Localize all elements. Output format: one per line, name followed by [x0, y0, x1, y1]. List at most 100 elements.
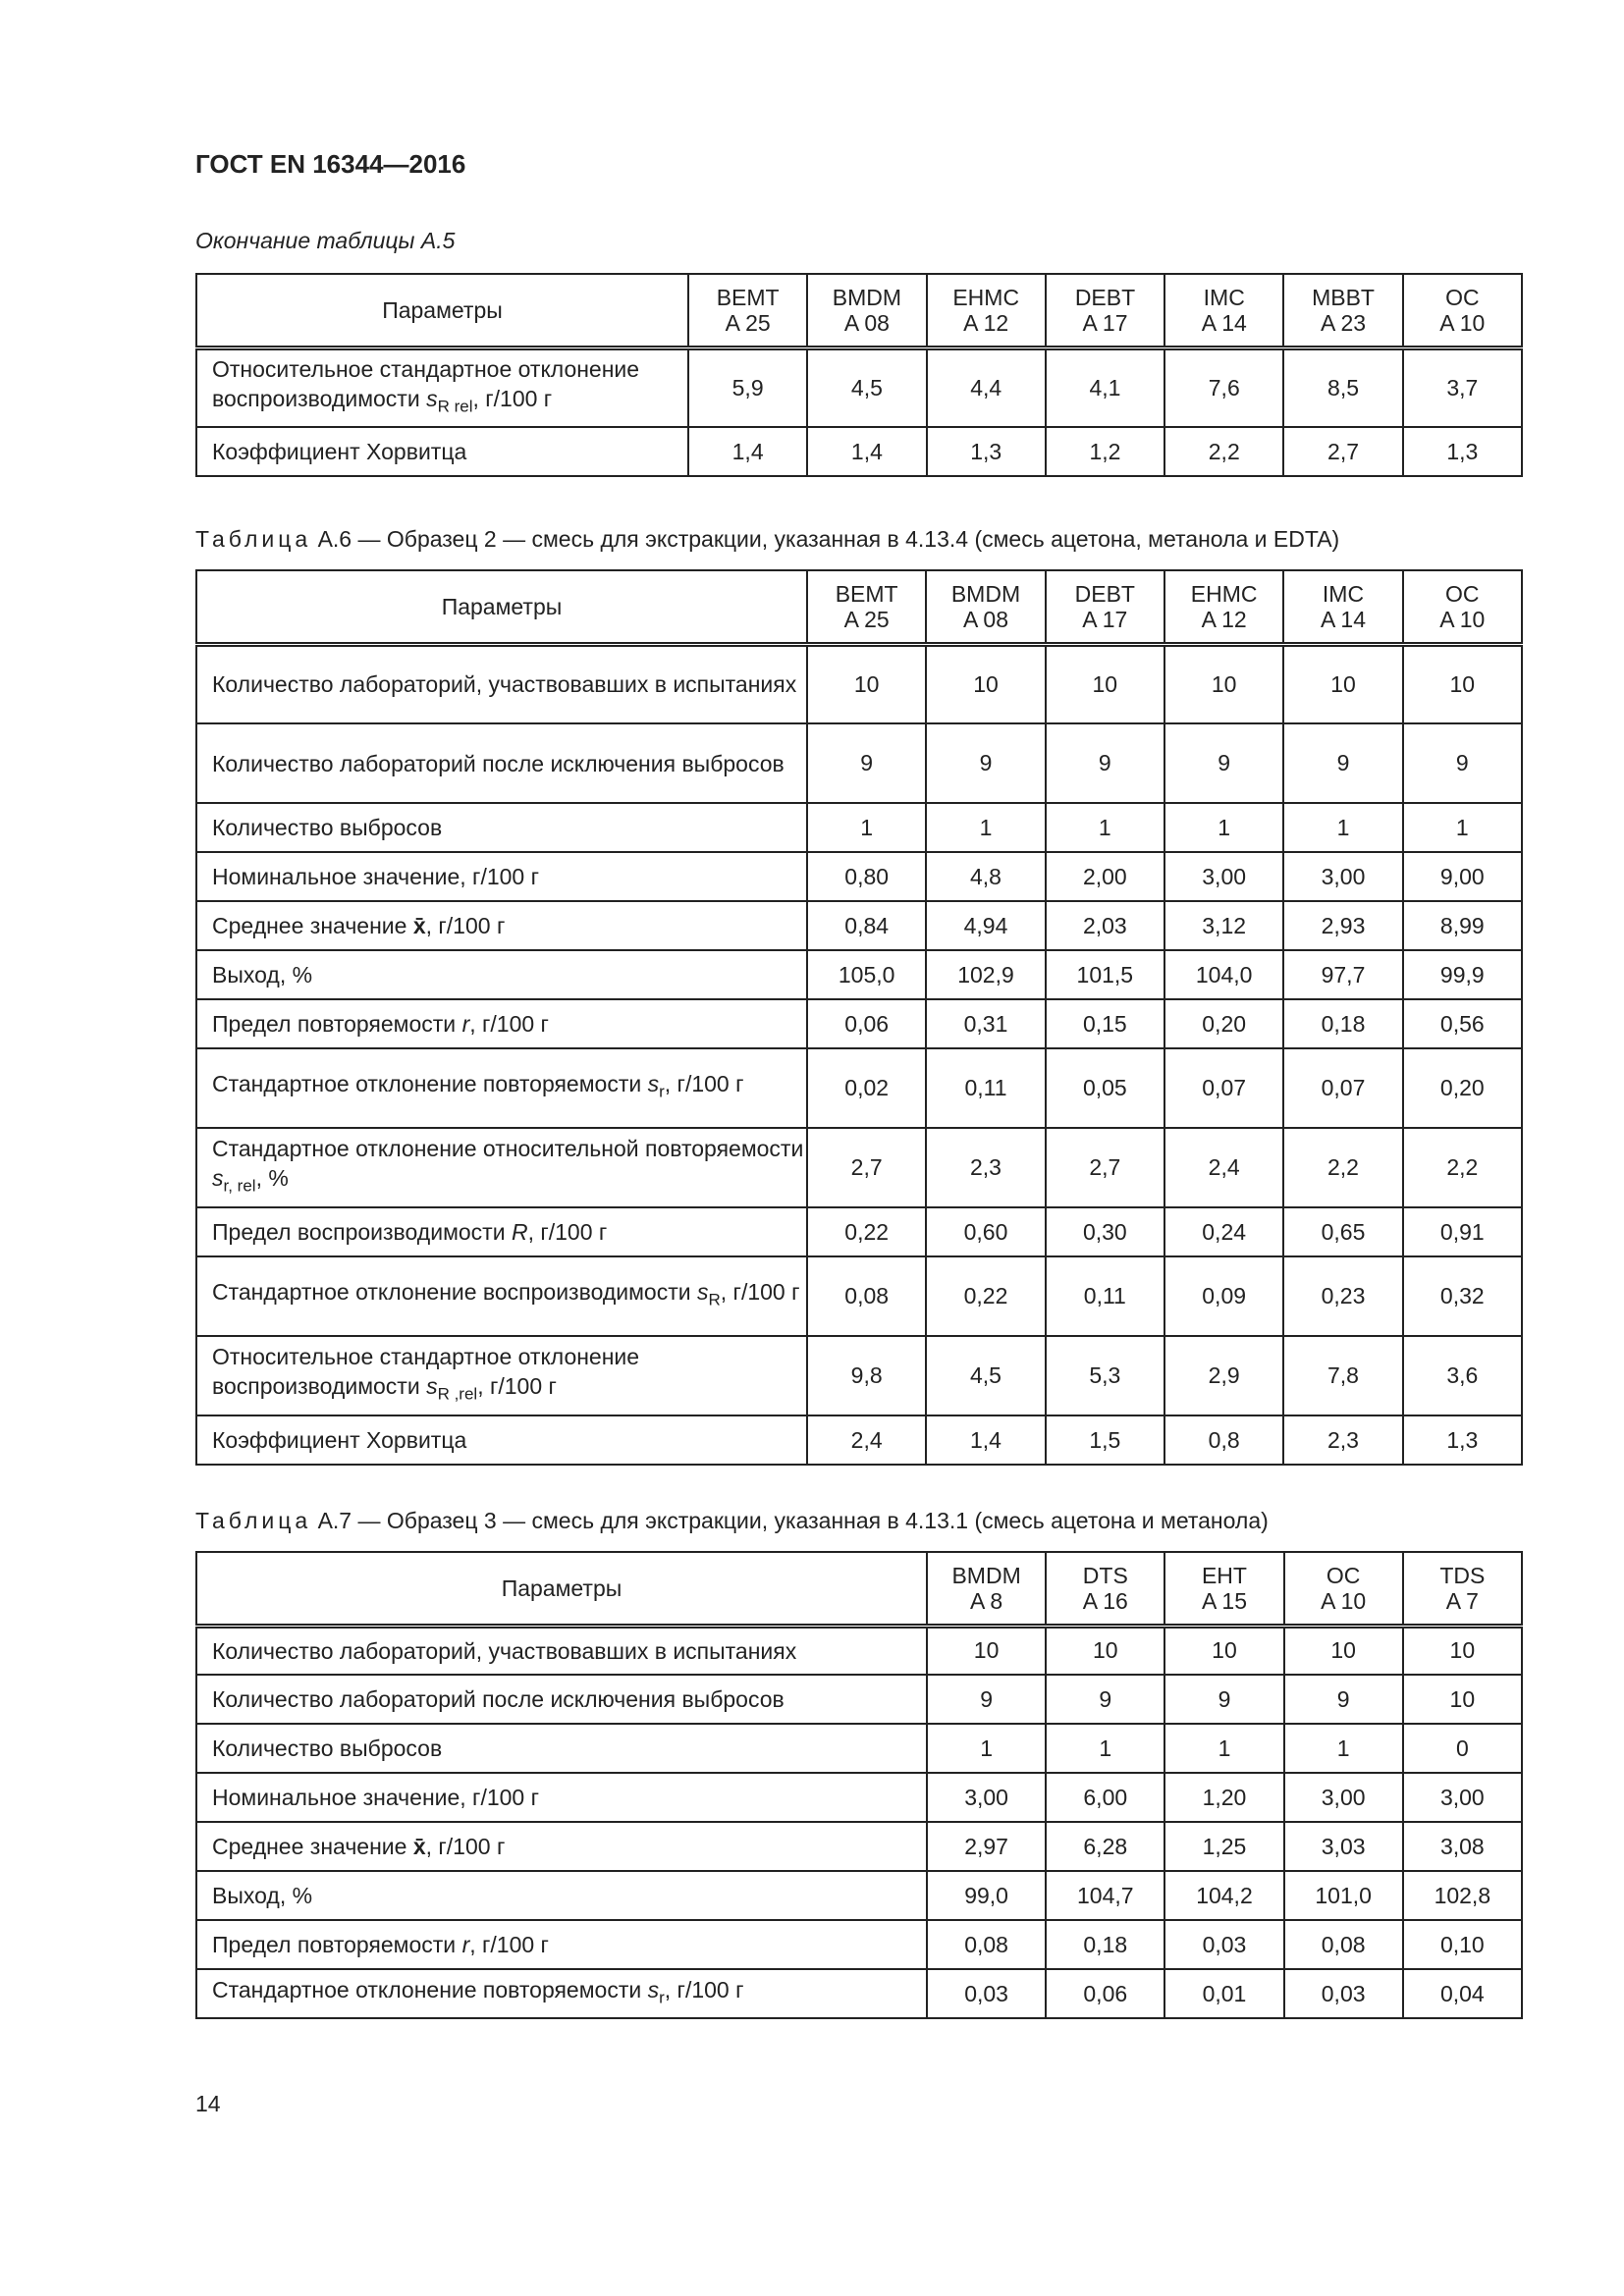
value-cell: 2,93 [1282, 900, 1404, 951]
column-header-line: A 23 [1321, 309, 1367, 336]
column-header-line: DTS [1082, 1562, 1128, 1588]
column-header-line: TDS [1439, 1562, 1486, 1588]
value-cell: 4,94 [925, 900, 1047, 951]
table-row: Предел воспроизводимости R, г/100 г 0,22 0… [195, 1206, 1523, 1257]
label-text: Коэффициент Хорвитца [212, 1427, 467, 1453]
column-header-line: A 25 [843, 606, 890, 632]
value-cell: 2,9 [1163, 1335, 1285, 1416]
column-header: DTS A 16 [1045, 1551, 1166, 1629]
value-cell: 6,00 [1045, 1772, 1166, 1823]
label-text: Предел повторяемости [212, 1932, 462, 1957]
value-cell: 1,3 [1401, 1415, 1523, 1466]
row-label: Предел воспроизводимости R, г/100 г [195, 1206, 808, 1257]
value-cell: 1,4 [806, 426, 928, 477]
column-header-line: A 15 [1201, 1587, 1247, 1614]
value-cell: 101,0 [1282, 1870, 1404, 1921]
column-header-line: BMDM [951, 1562, 1021, 1588]
value-cell: 105,0 [805, 949, 928, 1000]
column-header-line: A 17 [1082, 309, 1128, 336]
value-cell: 6,28 [1045, 1821, 1166, 1872]
symbol-subscript: R [708, 1290, 721, 1309]
column-header-line: IMC [1322, 580, 1365, 607]
value-cell: 4,5 [925, 1335, 1047, 1416]
value-cell: 2,03 [1044, 900, 1165, 951]
value-cell: 3,08 [1401, 1821, 1523, 1872]
value-cell: 7,8 [1282, 1335, 1404, 1416]
table-a7: Параметры BMDM A 8 DTS A 16 EHT A 15 OC A 10 TDS A… [195, 1551, 1523, 2019]
value-cell: 0,08 [805, 1255, 928, 1337]
value-cell: 0,56 [1401, 998, 1523, 1049]
column-header-line: A 14 [1201, 309, 1247, 336]
column-header-line: BEMT [835, 580, 898, 607]
value-cell: 2,4 [805, 1415, 928, 1466]
value-cell: 0,18 [1045, 1919, 1166, 1970]
row-label: Предел повторяемости r, г/100 г [195, 998, 808, 1049]
column-header-line: BEMT [716, 284, 780, 310]
column-header: EHT A 15 [1164, 1551, 1285, 1629]
caption-text: А.7 — Образец 3 — смесь для экстракции, … [311, 1508, 1269, 1533]
column-header-line: A 8 [969, 1587, 1003, 1614]
value-cell: 10 [925, 1625, 1048, 1676]
table-row: Номинальное значение, г/100 г 0,80 4,8 2,00… [195, 851, 1523, 902]
label-text: Количество лабораторий после исключения … [212, 1686, 785, 1712]
column-header-line: OC [1445, 580, 1480, 607]
value-cell: 5,9 [686, 347, 809, 428]
column-header-line: MBBT [1312, 284, 1375, 310]
table-row: Относительное стандартное отклонение вос… [195, 347, 1523, 428]
value-cell: 1,4 [925, 1415, 1047, 1466]
table-row: Выход, % 105,0 102,9 101,5 104,0 97,7 99,9 [195, 949, 1523, 1000]
value-cell: 1 [805, 802, 928, 853]
value-cell: 1,20 [1164, 1772, 1285, 1823]
value-cell: 1,4 [686, 426, 809, 477]
value-cell: 0 [1401, 1723, 1523, 1774]
label-text: Количество лабораторий, участвовавших в … [212, 671, 797, 698]
value-cell: 1 [925, 1723, 1048, 1774]
table-row: Среднее значение x̄, г/100 г 2,97 6,28 1,25… [195, 1821, 1523, 1872]
mean-symbol: x̄ [412, 913, 426, 938]
value-cell: 0,32 [1401, 1255, 1523, 1337]
value-cell: 0,09 [1163, 1255, 1285, 1337]
value-cell: 10 [1164, 1625, 1285, 1676]
value-cell: 0,03 [1164, 1919, 1285, 1970]
value-cell: 10 [1401, 1625, 1523, 1676]
value-cell: 0,20 [1401, 1047, 1523, 1129]
value-cell: 0,03 [925, 1968, 1048, 2019]
label-text: Среднее значение [212, 913, 413, 938]
value-cell: 102,9 [925, 949, 1047, 1000]
value-cell: 10 [1401, 643, 1523, 724]
label-text: , г/100 г [425, 1834, 506, 1859]
table-row: Стандартное отклонение относительной пов… [195, 1127, 1523, 1208]
value-cell: 10 [1282, 643, 1404, 724]
value-cell: 9 [925, 722, 1047, 804]
value-cell: 1,5 [1044, 1415, 1165, 1466]
value-cell: 0,11 [925, 1047, 1047, 1129]
value-cell: 0,10 [1401, 1919, 1523, 1970]
label-text: , г/100 г [469, 1932, 549, 1957]
value-cell: 0,06 [1045, 1968, 1166, 2019]
value-cell: 10 [1163, 643, 1285, 724]
table-row: Количество лабораторий после исключения … [195, 722, 1523, 804]
label-text: Стандартное отклонение относительной пов… [212, 1136, 804, 1162]
row-label: Стандартное отклонение воспроизводимости… [195, 1255, 808, 1337]
column-header-line: A 14 [1320, 606, 1366, 632]
value-cell: 99,0 [925, 1870, 1048, 1921]
value-cell: 9 [1044, 722, 1165, 804]
value-cell: 4,4 [925, 347, 1047, 428]
label-text: , г/100 г [425, 913, 506, 938]
table-row: Количество лабораторий, участвовавших в … [195, 643, 1523, 724]
column-header: TDS A 7 [1401, 1551, 1523, 1629]
column-header-line: OC [1445, 284, 1480, 310]
value-cell: 0,8 [1163, 1415, 1285, 1466]
label-text: , г/100 г [527, 1219, 608, 1245]
header-row: Параметры BEMT A 25 BMDM A 08 EHMC A 12 DEBT A 1… [195, 273, 1523, 350]
value-cell: 9 [1045, 1674, 1166, 1725]
table-row: Коэффициент Хорвитца 1,4 1,4 1,3 1,2 2,2 2,7 1,… [195, 426, 1523, 477]
value-cell: 9 [805, 722, 928, 804]
value-cell: 0,15 [1044, 998, 1165, 1049]
table-row: Количество выбросов 1 1 1 1 0 [195, 1723, 1523, 1774]
value-cell: 3,00 [925, 1772, 1048, 1823]
value-cell: 0,24 [1163, 1206, 1285, 1257]
value-cell: 10 [1401, 1674, 1523, 1725]
value-cell: 1,3 [1401, 426, 1523, 477]
value-cell: 2,7 [1282, 426, 1404, 477]
